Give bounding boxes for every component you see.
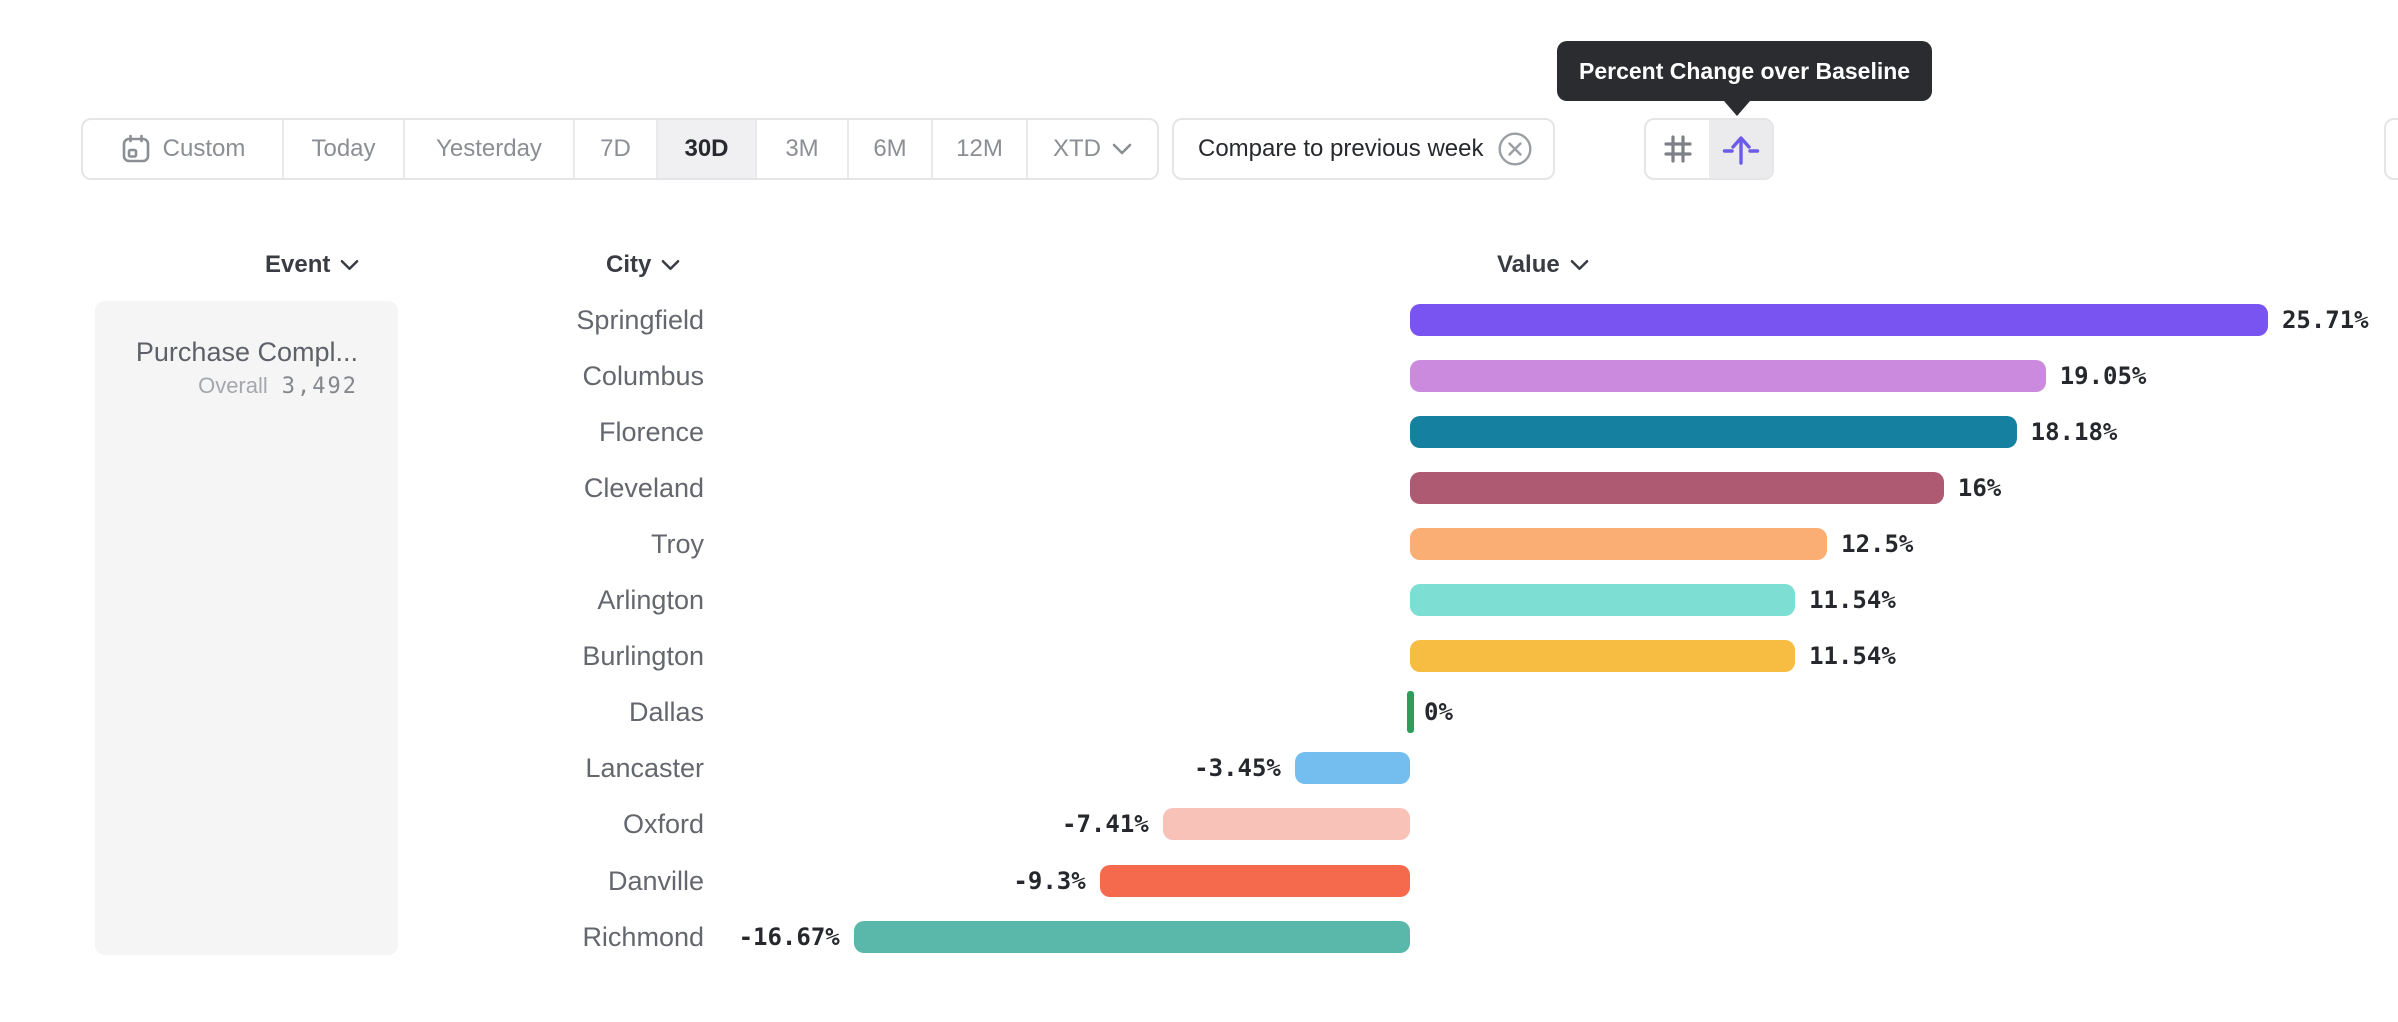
date-range-today-button[interactable]: Today <box>284 120 405 178</box>
city-label-danville: Danville <box>607 865 704 896</box>
column-header-label: City <box>606 251 652 278</box>
clipped-toolbar-button[interactable] <box>2384 118 2398 180</box>
column-header-event[interactable]: Event <box>265 247 359 283</box>
bar-burlington[interactable] <box>1410 640 1796 673</box>
compare-to-previous-week-chip[interactable]: Compare to previous week <box>1172 118 1556 180</box>
bar-arlington[interactable] <box>1410 584 1796 617</box>
bar-springfield[interactable] <box>1410 304 2268 336</box>
hash-icon <box>1661 132 1695 166</box>
date-range-30d-button[interactable]: 30D <box>658 120 757 178</box>
city-label-troy: Troy <box>651 529 704 560</box>
date-range-label: 12M <box>956 135 1003 162</box>
bar-richmond[interactable] <box>853 920 1410 953</box>
tooltip-text: Percent Change over Baseline <box>1579 57 1911 84</box>
chevron-down-icon <box>1112 143 1132 155</box>
value-label-richmond: -16.67% <box>738 922 840 951</box>
overall-label: Overall <box>198 373 268 398</box>
city-label-burlington: Burlington <box>582 641 704 672</box>
column-header-value[interactable]: Value <box>1497 247 1589 283</box>
bar-cleveland[interactable] <box>1410 472 1944 505</box>
city-label-cleveland: Cleveland <box>583 473 704 504</box>
city-label-richmond: Richmond <box>582 921 704 952</box>
column-header-label: Event <box>265 251 331 278</box>
baseline-up-arrow-icon <box>1722 132 1760 166</box>
column-header-label: Value <box>1497 251 1560 278</box>
date-range-xtd-button[interactable]: XTD <box>1028 120 1157 178</box>
city-label-lancaster: Lancaster <box>585 753 704 784</box>
city-label-dallas: Dallas <box>628 697 704 728</box>
city-label-columbus: Columbus <box>582 361 704 392</box>
zero-baseline-tick-dallas[interactable] <box>1407 691 1414 734</box>
event-overall-row: Overall 3,492 <box>95 373 358 399</box>
value-label-dallas: 0% <box>1424 698 1453 727</box>
tooltip-percent-change-over-baseline: Percent Change over Baseline <box>1557 41 1933 116</box>
value-label-oxford: -7.41% <box>1062 810 1149 839</box>
value-label-springfield: 25.71% <box>2281 306 2369 334</box>
date-range-3m-button[interactable]: 3M <box>757 120 849 178</box>
date-range-12m-button[interactable]: 12M <box>933 120 1028 178</box>
date-range-custom-button[interactable]: Custom <box>83 120 284 178</box>
bar-florence[interactable] <box>1410 416 2017 449</box>
overall-value: 3,492 <box>281 374 358 399</box>
city-label-florence: Florence <box>598 417 704 448</box>
value-label-arlington: 11.54% <box>1809 586 1896 615</box>
date-range-label: 3M <box>785 135 819 162</box>
date-range-label: Today <box>311 135 376 162</box>
bar-columbus[interactable] <box>1410 360 2046 393</box>
value-label-cleveland: 16% <box>1957 474 2002 503</box>
event-card-purchase-completed[interactable]: Purchase Compl... Overall 3,492 <box>95 301 398 955</box>
event-name: Purchase Compl... <box>135 337 358 367</box>
city-label-arlington: Arlington <box>597 585 704 616</box>
date-range-7d-button[interactable]: 7D <box>575 120 658 178</box>
tooltip-caret <box>1724 101 1750 116</box>
value-label-florence: 18.18% <box>2030 418 2118 447</box>
close-circle-icon[interactable] <box>1497 131 1533 167</box>
date-range-label: XTD <box>1053 135 1101 162</box>
city-label-oxford: Oxford <box>622 809 704 840</box>
value-display-toggle <box>1644 118 1774 180</box>
chevron-down-icon <box>661 259 680 271</box>
date-range-picker: Custom Today Yesterday 7D 30D 3M 6M 12M … <box>81 118 1159 180</box>
bar-oxford[interactable] <box>1162 808 1410 841</box>
bar-danville[interactable] <box>1099 864 1410 897</box>
date-range-label: Custom <box>162 135 246 162</box>
date-range-label: 30D <box>684 135 729 162</box>
percent-change-baseline-toggle-button[interactable] <box>1709 120 1772 178</box>
value-label-columbus: 19.05% <box>2059 362 2147 391</box>
date-range-label: Yesterday <box>436 135 542 162</box>
value-label-troy: 12.5% <box>1841 530 1914 559</box>
date-range-label: 7D <box>600 135 631 162</box>
date-range-yesterday-button[interactable]: Yesterday <box>405 120 575 178</box>
value-label-burlington: 11.54% <box>1809 642 1896 671</box>
value-label-lancaster: -3.45% <box>1194 754 1281 783</box>
bar-lancaster[interactable] <box>1294 752 1410 785</box>
value-label-danville: -9.3% <box>1013 866 1086 895</box>
bar-troy[interactable] <box>1410 528 1828 561</box>
chevron-down-icon <box>340 259 359 271</box>
city-label-springfield: Springfield <box>576 305 704 335</box>
date-range-6m-button[interactable]: 6M <box>849 120 933 178</box>
column-header-city[interactable]: City <box>606 247 680 283</box>
compare-chip-label: Compare to previous week <box>1198 135 1484 162</box>
absolute-numbers-toggle-button[interactable] <box>1646 120 1709 178</box>
calendar-icon <box>120 133 152 165</box>
chevron-down-icon <box>1570 259 1589 271</box>
date-range-label: 6M <box>873 135 907 162</box>
